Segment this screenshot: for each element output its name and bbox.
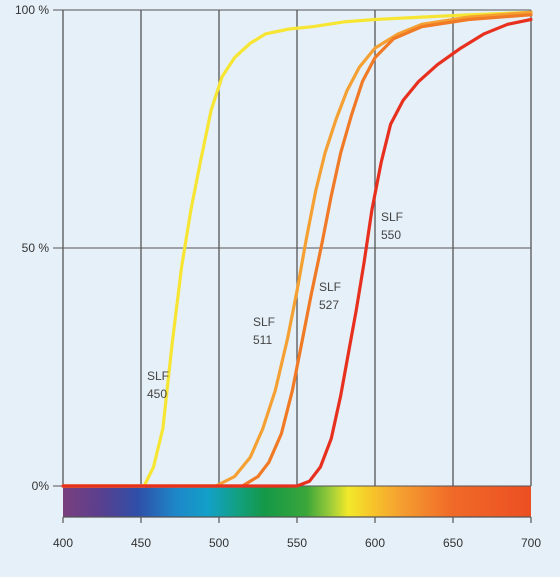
series-label-0-line-0: SLF [147,369,169,383]
series-label-0-line-1: 450 [147,387,167,401]
series-label-1-line-0: SLF [253,315,275,329]
x-tick-label-550: 550 [287,536,307,550]
x-tick-label-500: 500 [209,536,229,550]
x-tick-label-600: 600 [365,536,385,550]
plot-area: SLF 450 SLF 511 SLF 527 SLF 550 400 450 500 550 600 6… [15,3,541,550]
series-line-0 [61,10,533,488]
series-label-2-line-0: SLF [319,280,341,294]
x-tick-label-450: 450 [131,536,151,550]
series-line-3 [61,17,533,488]
y-tick-label-50: 50 % [22,241,50,255]
y-tick-label-100: 100 % [15,3,49,17]
series-label-1-line-1: 511 [253,333,272,347]
y-tick-label-0: 0% [32,479,50,493]
x-tick-label-400: 400 [53,536,73,550]
x-tick-label-700: 700 [521,536,541,550]
series-line-1 [61,10,533,488]
series-label-3-line-1: 550 [381,228,401,242]
x-tick-label-650: 650 [443,536,463,550]
spectrum-bar [63,486,531,517]
series-line-2 [61,13,533,488]
series-label-2-line-1: 527 [319,298,339,312]
series-label-3-line-0: SLF [381,210,403,224]
